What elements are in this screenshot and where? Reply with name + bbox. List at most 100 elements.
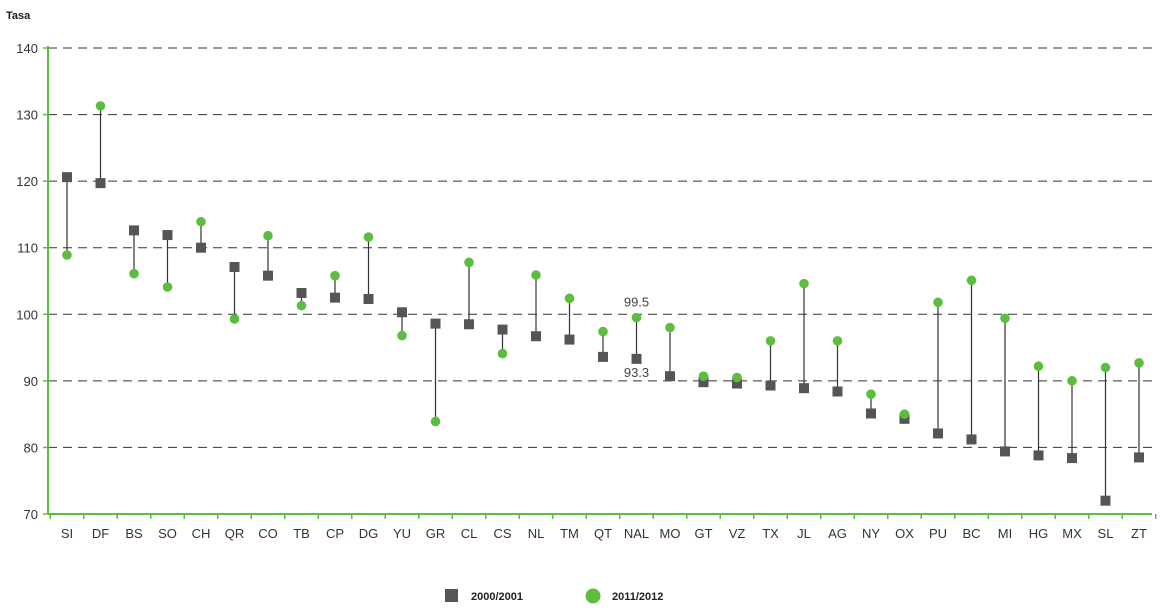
y-tick-label: 80 bbox=[24, 440, 38, 455]
point-2011-2012-gr bbox=[430, 416, 441, 427]
x-tick-label-bc: BC bbox=[962, 526, 980, 541]
y-tick-label: 140 bbox=[16, 41, 38, 56]
point-2000-2001-zt bbox=[1134, 452, 1144, 463]
x-tick-label-tb: TB bbox=[293, 526, 310, 541]
point-2000-2001-ch bbox=[196, 242, 206, 253]
point-2000-2001-co bbox=[263, 270, 273, 281]
point-2011-2012-tx bbox=[765, 336, 776, 346]
point-2000-2001-gt bbox=[698, 377, 709, 388]
y-tick-label: 90 bbox=[24, 374, 38, 389]
x-tick-label-sl: SL bbox=[1098, 526, 1114, 541]
point-2011-2012-yu bbox=[397, 330, 407, 341]
x-tick-label-so: SO bbox=[158, 526, 177, 541]
point-2011-2012-ny bbox=[866, 389, 876, 399]
x-tick-label-cp: CP bbox=[326, 526, 344, 541]
y-tick-label: 130 bbox=[16, 108, 38, 123]
point-2000-2001-si bbox=[62, 172, 72, 183]
x-tick-label-dg: DG bbox=[359, 526, 379, 541]
point-2011-2012-cp bbox=[330, 270, 340, 281]
point-2000-2001-ag bbox=[832, 386, 843, 397]
point-2000-2001-nl bbox=[531, 331, 541, 342]
y-tick-label: 120 bbox=[16, 174, 38, 189]
x-tick-label-bs: BS bbox=[125, 526, 143, 541]
data-label-nal: 93.3 bbox=[624, 365, 649, 380]
x-tick-label-yu: YU bbox=[393, 526, 411, 541]
x-tick-label-tx: TX bbox=[762, 526, 779, 541]
data-label-nal: 99.5 bbox=[624, 295, 649, 310]
point-2000-2001-tm bbox=[564, 334, 575, 345]
point-2000-2001-cl bbox=[464, 319, 474, 330]
point-2000-2001-tx bbox=[765, 380, 776, 391]
point-2000-2001-qt bbox=[598, 351, 608, 362]
point-2000-2001-df bbox=[95, 178, 106, 189]
point-2000-2001-mo bbox=[665, 371, 675, 382]
x-tick-label-jl: JL bbox=[797, 526, 811, 541]
point-2011-2012-co bbox=[263, 230, 273, 241]
y-tick-label: 70 bbox=[24, 507, 38, 522]
labels: 70 80 90 100 110 120 130 140 SI DF BS SO CH QR CO TB CP D… bbox=[16, 41, 1147, 541]
point-2000-2001-mi bbox=[1000, 446, 1010, 457]
point-2011-2012-pu bbox=[933, 297, 943, 308]
x-tick-label-tm: TM bbox=[560, 526, 579, 541]
x-tick-label-qr: QR bbox=[225, 526, 245, 541]
point-2011-2012-tm bbox=[564, 293, 575, 304]
point-2000-2001-pu bbox=[933, 428, 943, 439]
legend-square-icon bbox=[445, 589, 458, 602]
point-2000-2001-bc bbox=[966, 434, 977, 445]
point-2011-2012-mx bbox=[1067, 376, 1077, 386]
point-2000-2001-yu bbox=[397, 307, 407, 318]
point-2000-2001-bs bbox=[129, 225, 139, 236]
point-2000-2001-nal bbox=[631, 353, 642, 364]
x-tick-label-cl: CL bbox=[461, 526, 478, 541]
point-2000-2001-cp bbox=[330, 292, 340, 303]
y-axis-title: Tasa bbox=[6, 10, 31, 22]
x-tick-label-ch: CH bbox=[192, 526, 211, 541]
connectors bbox=[66, 105, 1140, 501]
x-tick-label-co: CO bbox=[258, 526, 278, 541]
point-2000-2001-sl bbox=[1100, 495, 1111, 506]
point-2000-2001-qr bbox=[229, 262, 240, 273]
point-2011-2012-so bbox=[162, 282, 173, 292]
x-tick-label-zt: ZT bbox=[1131, 526, 1147, 541]
legend: 2000/2001 2011/2012 bbox=[445, 588, 663, 604]
x-tick-label-ag: AG bbox=[828, 526, 847, 541]
point-2011-2012-ag bbox=[832, 336, 843, 346]
point-2011-2012-mo bbox=[665, 322, 675, 333]
x-tick-label-df: DF bbox=[92, 526, 109, 541]
point-2011-2012-sl bbox=[1100, 362, 1111, 373]
x-tick-label-nal: NAL bbox=[624, 526, 649, 541]
legend-circle-icon bbox=[585, 588, 601, 604]
markers bbox=[62, 101, 1144, 506]
point-2000-2001-hg bbox=[1033, 450, 1044, 461]
gridlines bbox=[48, 47, 1152, 448]
x-tick-label-ox: OX bbox=[895, 526, 914, 541]
axes bbox=[43, 46, 1157, 519]
point-2011-2012-gt bbox=[698, 371, 709, 381]
point-2011-2012-nl bbox=[531, 270, 541, 280]
y-tick-label: 100 bbox=[16, 307, 38, 322]
point-2000-2001-gr bbox=[430, 318, 441, 329]
x-tick-label-nl: NL bbox=[528, 526, 545, 541]
point-2011-2012-mi bbox=[1000, 313, 1010, 324]
point-2011-2012-vz bbox=[732, 372, 742, 383]
y-tick-label: 110 bbox=[17, 241, 38, 256]
point-2011-2012-cs bbox=[497, 348, 508, 359]
x-tick-label-ny: NY bbox=[862, 526, 880, 541]
x-tick-label-gt: GT bbox=[694, 526, 712, 541]
point-2011-2012-cl bbox=[464, 257, 474, 268]
point-2011-2012-hg bbox=[1033, 361, 1044, 372]
point-2000-2001-dg bbox=[363, 293, 374, 304]
x-tick-label-pu: PU bbox=[929, 526, 947, 541]
point-2011-2012-dg bbox=[363, 232, 374, 242]
point-2011-2012-ox bbox=[899, 409, 910, 419]
point-2000-2001-ny bbox=[866, 408, 876, 419]
x-tick-label-mi: MI bbox=[998, 526, 1012, 541]
point-2011-2012-nal bbox=[631, 312, 642, 323]
point-2011-2012-df bbox=[95, 101, 106, 111]
x-tick-label-cs: CS bbox=[493, 526, 511, 541]
point-2000-2001-jl bbox=[799, 383, 809, 394]
point-2000-2001-tb bbox=[296, 287, 307, 298]
x-tick-label-mo: MO bbox=[660, 526, 681, 541]
